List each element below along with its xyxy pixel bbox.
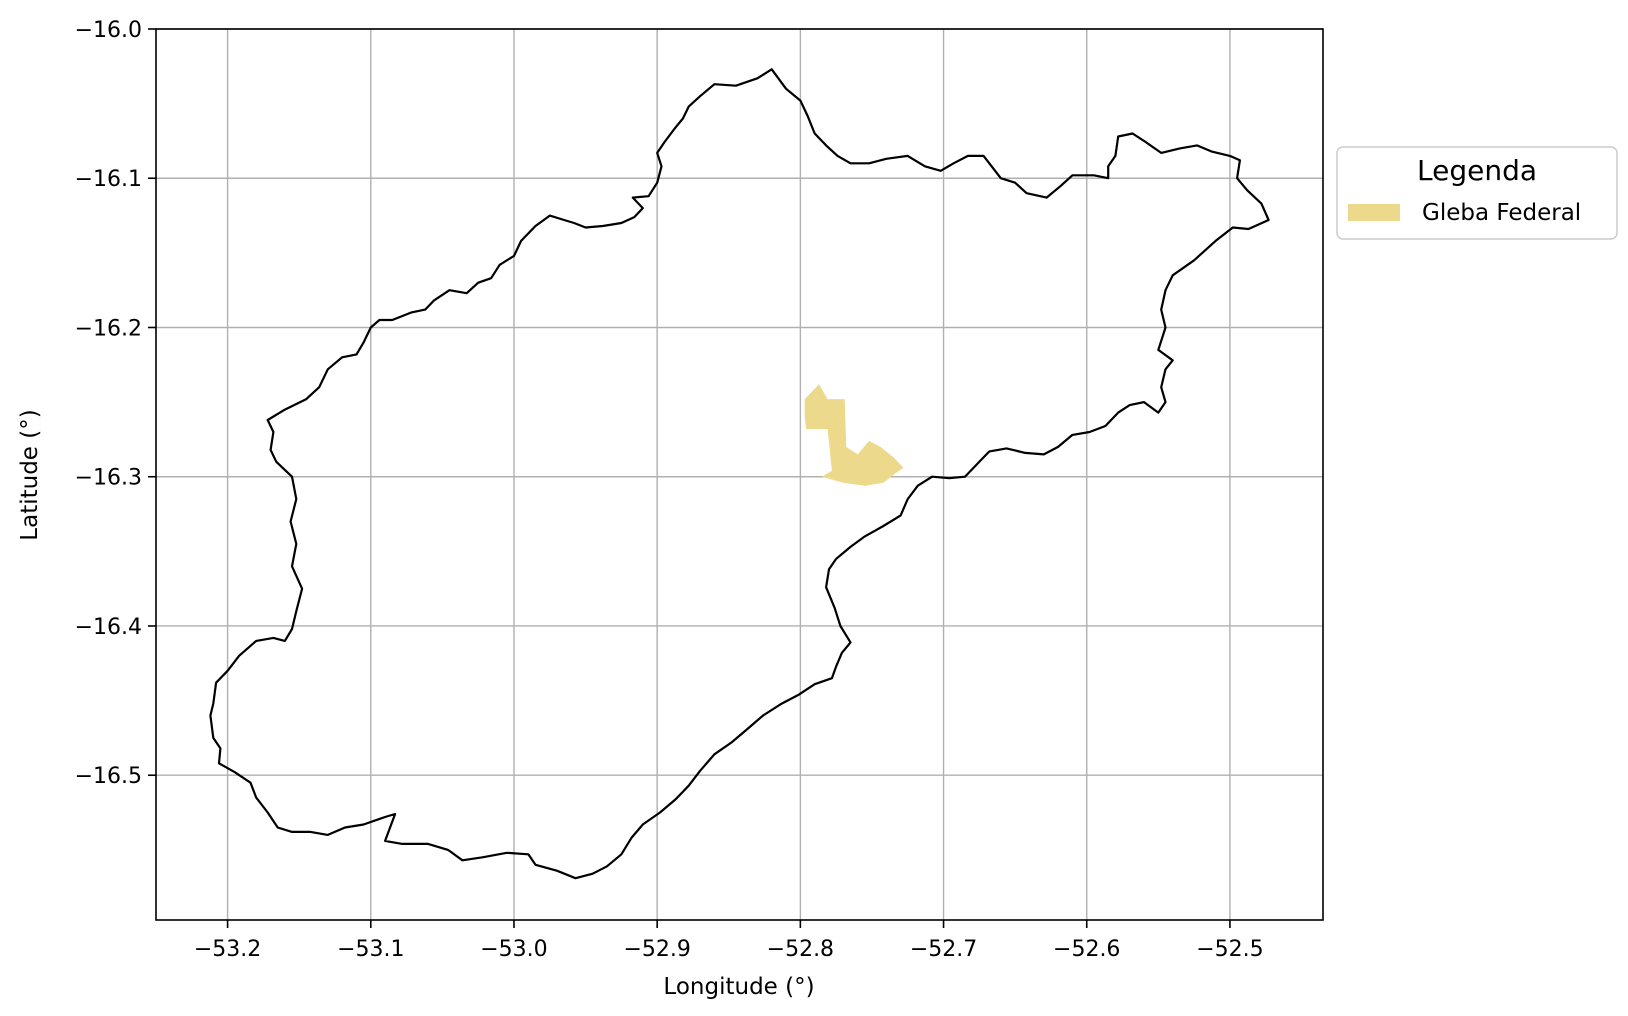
- y-tick-label: −16.2: [75, 316, 142, 341]
- legend-swatch-gleba-federal: [1348, 204, 1400, 221]
- x-tick-label: −52.8: [767, 937, 834, 962]
- y-tick-label: −16.1: [75, 167, 142, 192]
- plot-frame: [155, 28, 1324, 921]
- municipality-boundary: [209, 68, 1270, 880]
- x-tick-label: −53.1: [337, 937, 404, 962]
- x-tick-label: −53.2: [194, 937, 261, 962]
- y-axis-title: Latitude (°): [17, 409, 43, 540]
- x-axis-title: Longitude (°): [663, 974, 814, 1000]
- legend-label-gleba-federal: Gleba Federal: [1422, 200, 1581, 226]
- y-tick-label: −16.3: [75, 466, 142, 491]
- legend-box: [1336, 146, 1618, 240]
- y-tick-label: −16.0: [75, 18, 142, 43]
- x-tick-label: −53.0: [480, 937, 547, 962]
- x-tick-label: −52.9: [623, 937, 690, 962]
- x-tick-label: −52.5: [1196, 937, 1263, 962]
- x-tick-label: −52.7: [910, 937, 977, 962]
- x-tick-label: −52.6: [1053, 937, 1120, 962]
- legend-title: Legenda: [1417, 154, 1537, 187]
- y-axis-ticks: −16.0 −16.1 −16.2 −16.3 −16.4 −16.5: [75, 18, 156, 789]
- y-tick-label: −16.5: [75, 764, 142, 789]
- grid-lines: [156, 28, 1323, 920]
- y-tick-label: −16.4: [75, 615, 142, 640]
- legend: Legenda Gleba Federal: [1336, 146, 1618, 240]
- x-axis-ticks: −53.2 −53.1 −53.0 −52.9 −52.8 −52.7 −52.6 −52.5: [194, 920, 1264, 962]
- gleba-federal-area: [804, 384, 904, 486]
